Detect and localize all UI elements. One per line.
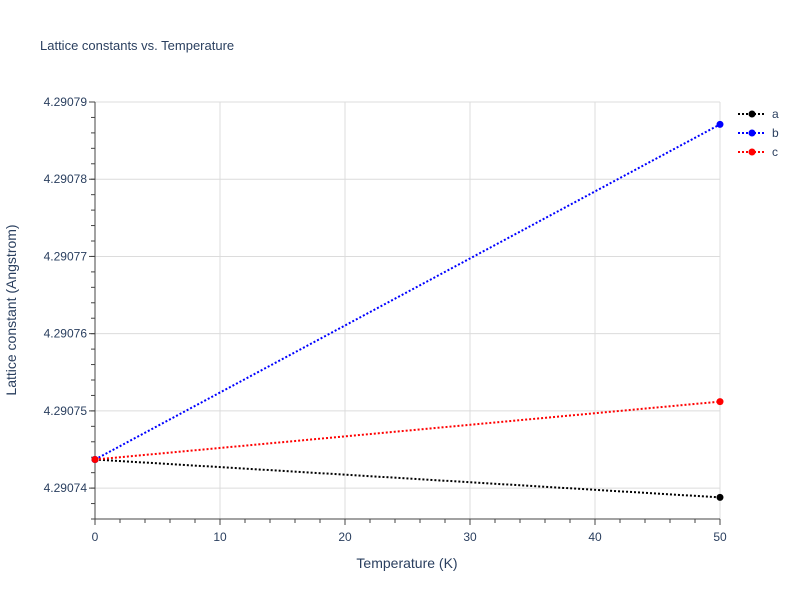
series-point-b xyxy=(716,120,724,128)
y-tick-label: 4.29074 xyxy=(44,481,88,495)
legend-label-b: b xyxy=(772,126,779,140)
x-tick-label: 20 xyxy=(338,530,352,544)
legend-marker-a xyxy=(748,110,756,118)
y-tick-label: 4.29079 xyxy=(44,95,88,109)
x-tick-label: 10 xyxy=(213,530,227,544)
legend-marker-c xyxy=(748,148,756,156)
series-point-a xyxy=(716,493,724,501)
legend-label-c: c xyxy=(772,145,778,159)
y-axis-title: Lattice constant (Angstrom) xyxy=(3,224,19,395)
y-tick-label: 4.29075 xyxy=(44,404,88,418)
chart-title: Lattice constants vs. Temperature xyxy=(40,38,234,53)
legend-marker-b xyxy=(748,129,756,137)
x-tick-label: 30 xyxy=(463,530,477,544)
x-tick-label: 0 xyxy=(92,530,99,544)
legend-label-a: a xyxy=(772,107,779,121)
x-tick-label: 50 xyxy=(713,530,727,544)
y-tick-label: 4.29076 xyxy=(44,327,88,341)
series-line-a xyxy=(94,458,721,499)
y-tick-label: 4.29078 xyxy=(44,172,88,186)
series-point-c xyxy=(716,398,724,406)
axes: 0 10 20 30 40 50 4.29074 4.29075 4.29076 4.29077 4… xyxy=(44,95,727,544)
legend: abc xyxy=(738,107,779,159)
x-tick-label: 40 xyxy=(588,530,602,544)
series-line-c xyxy=(94,400,721,461)
x-axis-title: Temperature (K) xyxy=(356,555,457,571)
series-point-c xyxy=(91,456,99,464)
grid xyxy=(95,101,721,519)
y-tick-label: 4.29077 xyxy=(44,249,88,263)
series-layer xyxy=(91,120,724,501)
series-line-b xyxy=(94,123,721,461)
